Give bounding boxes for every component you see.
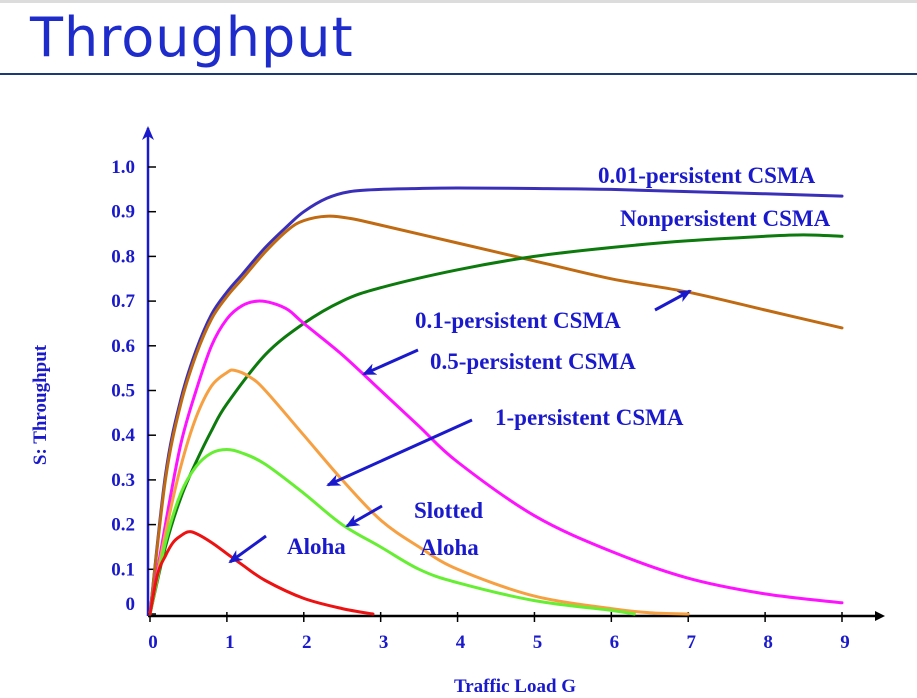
series-line-nonpersistent-csma xyxy=(148,214,844,616)
annotation-arrow xyxy=(362,348,419,376)
series-line-aloha xyxy=(148,530,375,616)
x-tick-label: 6 xyxy=(610,632,620,653)
y-tick-label: 0 xyxy=(126,594,136,615)
x-tick-label: 7 xyxy=(686,632,696,653)
x-tick-label: 5 xyxy=(533,632,543,653)
y-tick-label: 0.7 xyxy=(111,291,135,312)
title-rule xyxy=(0,73,917,75)
x-tick-label: 0 xyxy=(148,632,158,653)
label-05-persistent: 0.5-persistent CSMA xyxy=(430,349,636,374)
annotation-arrow xyxy=(654,289,692,312)
label-slotted-aloha: Aloha xyxy=(420,535,479,560)
x-tick-label: 9 xyxy=(840,632,850,653)
x-tick-label: 8 xyxy=(763,632,773,653)
annotation-arrow xyxy=(326,418,473,487)
annotation-arrows xyxy=(228,289,692,564)
series-line-1-persistent-csma xyxy=(148,368,690,616)
x-tick-label: 3 xyxy=(379,632,389,653)
y-tick-label: 0.5 xyxy=(111,381,135,402)
y-tick-label: 0.6 xyxy=(111,336,135,357)
y-axis-title: S: Throughput xyxy=(30,344,51,465)
annotation-arrow xyxy=(345,504,383,528)
x-tick-label: 2 xyxy=(302,632,312,653)
y-tick-label: 0.8 xyxy=(111,246,135,267)
y-tick-label: 1.0 xyxy=(111,157,135,178)
y-tick-label: 0.4 xyxy=(111,425,135,446)
slide-title: Throughput xyxy=(30,6,354,69)
label-aloha: Aloha xyxy=(287,534,346,559)
label-slotted: Slotted xyxy=(414,498,483,523)
annotation-labels: 0.01-persistent CSMA Nonpersistent CSMA … xyxy=(287,163,831,560)
series-line-0-5-persistent-csma xyxy=(148,299,844,616)
annotation-arrow xyxy=(228,534,267,564)
label-nonpersistent: Nonpersistent CSMA xyxy=(620,206,831,231)
label-1-persistent: 1-persistent CSMA xyxy=(495,405,684,430)
top-band xyxy=(0,0,917,3)
label-01-persistent: 0.1-persistent CSMA xyxy=(415,308,621,333)
x-axis-title: Traffic Load G xyxy=(454,676,576,697)
x-tick-label: 4 xyxy=(456,632,466,653)
y-tick-label: 0.1 xyxy=(111,559,135,580)
x-tick-label: 1 xyxy=(225,632,235,653)
series-lines xyxy=(148,186,844,616)
axes: 0 1 2 3 4 5 6 7 8 9 0 0.1 0.2 0.3 0.4 0.5 0.6 0.7 0.8 0.9 1.… xyxy=(111,126,885,653)
y-tick-label: 0.9 xyxy=(111,202,135,223)
series-line-slotted-aloha xyxy=(148,448,636,616)
y-tick-label: 0.3 xyxy=(111,470,135,491)
y-tick-label: 0.2 xyxy=(111,515,135,536)
label-001-persistent: 0.01-persistent CSMA xyxy=(598,163,816,188)
